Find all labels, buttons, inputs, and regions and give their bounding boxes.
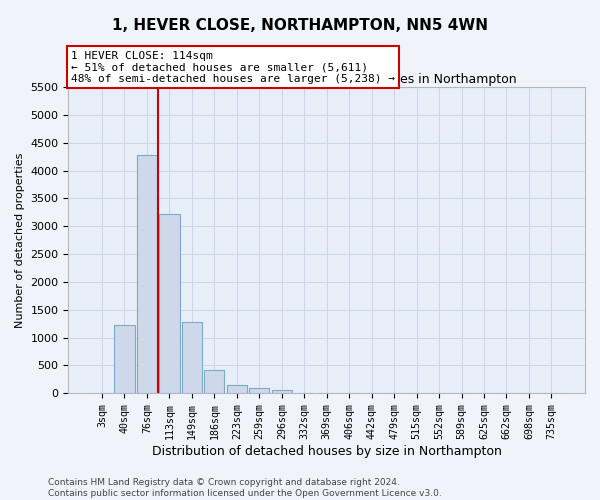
Bar (272, 390, 292, 393)
Bar (115, 325, 134, 393)
Bar (182, 322, 202, 393)
Bar (204, 370, 224, 393)
Y-axis label: Number of detached properties: Number of detached properties (15, 152, 25, 328)
Text: 1, HEVER CLOSE, NORTHAMPTON, NN5 4WN: 1, HEVER CLOSE, NORTHAMPTON, NN5 4WN (112, 18, 488, 32)
Text: Contains HM Land Registry data © Crown copyright and database right 2024.
Contai: Contains HM Land Registry data © Crown c… (48, 478, 442, 498)
Text: 1 HEVER CLOSE: 114sqm
← 51% of detached houses are smaller (5,611)
48% of semi-d: 1 HEVER CLOSE: 114sqm ← 51% of detached … (71, 51, 395, 84)
Title: Size of property relative to detached houses in Northampton: Size of property relative to detached ho… (136, 73, 517, 86)
Bar (137, 155, 157, 393)
Bar (159, 214, 179, 393)
Bar (227, 384, 247, 393)
Bar (249, 388, 269, 393)
X-axis label: Distribution of detached houses by size in Northampton: Distribution of detached houses by size … (152, 444, 502, 458)
